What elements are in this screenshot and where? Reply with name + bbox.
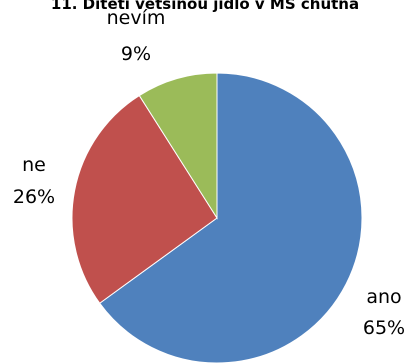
chart-title: 11. Dítěti většinou jídlo v MŠ chutná [51,0,359,13]
pie-slice-nevim [138,72,218,220]
slice-label-ano: ano [366,286,401,308]
pie-slices [71,72,363,363]
pie-slice-ano [98,72,363,363]
slice-label-ne: ne [22,154,46,176]
slice-value-nevim: 9% [121,43,151,65]
slice-value-ano: 65% [363,317,405,339]
slice-label-nevim: nevím [107,7,166,29]
slice-value-ne: 26% [13,186,55,208]
pie-slice-ne [71,94,218,304]
